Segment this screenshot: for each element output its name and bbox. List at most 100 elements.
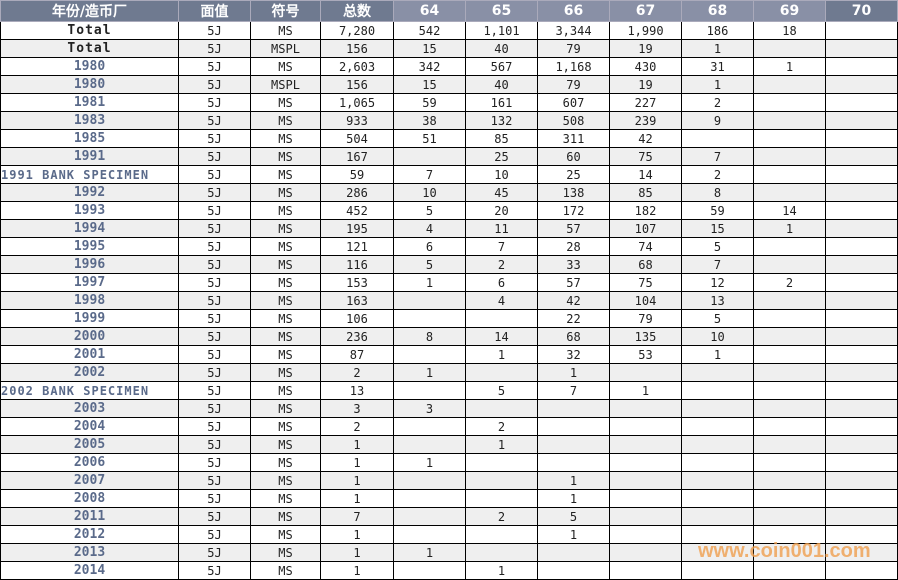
table-cell (393, 291, 466, 310)
table-cell: 3,344 (537, 21, 610, 40)
table-cell (393, 435, 466, 454)
table-cell: MS (250, 417, 321, 436)
table-row: 1997 5J MS 153 1 6 57 75 12 2 (0, 273, 898, 292)
table-cell: 2 (681, 93, 754, 112)
year-cell: 1997 (0, 273, 179, 292)
table-cell: 25 (537, 165, 610, 184)
table-cell: 87 (320, 345, 394, 364)
column-header: 64 (393, 0, 466, 22)
table-cell: 59 (681, 201, 754, 220)
table-cell (753, 147, 826, 166)
table-cell: 7 (537, 381, 610, 400)
table-cell (825, 381, 898, 400)
table-cell (537, 435, 610, 454)
table-cell (825, 147, 898, 166)
table-cell: 85 (465, 129, 538, 148)
table-cell: MS (250, 489, 321, 508)
table-cell: 5J (178, 435, 251, 454)
table-row: 2003 5J MS 3 3 (0, 399, 898, 418)
table-row: 2011 5J MS 7 2 5 (0, 507, 898, 526)
table-cell (393, 417, 466, 436)
table-cell: MS (250, 309, 321, 328)
year-cell: 1981 (0, 93, 179, 112)
table-cell (825, 39, 898, 58)
table-cell (825, 399, 898, 418)
year-cell: 2001 (0, 345, 179, 364)
table-row: 2008 5J MS 1 1 (0, 489, 898, 508)
table-cell (393, 561, 466, 580)
table-cell (393, 525, 466, 544)
table-cell (753, 561, 826, 580)
table-cell: 18 (753, 21, 826, 40)
table-cell: 186 (681, 21, 754, 40)
table-cell: 4 (393, 219, 466, 238)
table-cell (681, 489, 754, 508)
table-row: 2002 BANK SPECIMEN 5J MS 13 5 7 1 (0, 381, 898, 400)
table-cell: MS (250, 381, 321, 400)
table-cell: 15 (393, 39, 466, 58)
table-cell: 1 (320, 471, 394, 490)
table-cell (825, 57, 898, 76)
table-cell: 156 (320, 39, 394, 58)
table-cell: 161 (465, 93, 538, 112)
table-cell: 1 (465, 345, 538, 364)
table-cell (825, 219, 898, 238)
table-cell: 1 (681, 345, 754, 364)
table-cell: 2 (320, 417, 394, 436)
table-cell: MS (250, 327, 321, 346)
table-cell: 5J (178, 291, 251, 310)
table-row: 1999 5J MS 106 22 79 5 (0, 309, 898, 328)
table-cell: 1 (753, 57, 826, 76)
table-cell: 1 (537, 489, 610, 508)
table-cell: 68 (609, 255, 682, 274)
table-cell (825, 435, 898, 454)
table-cell: 286 (320, 183, 394, 202)
table-cell: 5J (178, 525, 251, 544)
table-cell (609, 435, 682, 454)
year-cell: 1985 (0, 129, 179, 148)
table-cell (465, 399, 538, 418)
table-cell: 85 (609, 183, 682, 202)
year-cell: 2008 (0, 489, 179, 508)
table-cell (753, 399, 826, 418)
table-cell: 7 (465, 237, 538, 256)
year-cell: 1992 (0, 183, 179, 202)
table-cell: 75 (609, 273, 682, 292)
column-header: 年份/造币厂 (0, 0, 179, 22)
table-row: Total 5J MS 7,280 542 1,101 3,344 1,990 186 18 (0, 21, 898, 40)
table-cell: 5J (178, 39, 251, 58)
table-row: 1995 5J MS 121 6 7 28 74 5 (0, 237, 898, 256)
header-row: 年份/造币厂 面值 符号 总数 64 65 66 67 68 69 70 (0, 0, 898, 22)
table-cell (825, 273, 898, 292)
table-cell: 104 (609, 291, 682, 310)
table-cell: 40 (465, 75, 538, 94)
table-cell: 567 (465, 57, 538, 76)
table-cell: 59 (320, 165, 394, 184)
table-cell (465, 363, 538, 382)
table-cell: 1 (393, 453, 466, 472)
table-cell (681, 129, 754, 148)
table-cell: 135 (609, 327, 682, 346)
table-cell: 79 (609, 309, 682, 328)
table-cell (753, 309, 826, 328)
table-cell: 1 (681, 75, 754, 94)
table-cell: 1 (753, 219, 826, 238)
table-cell: MS (250, 201, 321, 220)
table-cell: 11 (465, 219, 538, 238)
table-cell: 1 (681, 39, 754, 58)
year-cell: 2013 (0, 543, 179, 562)
table-cell (825, 363, 898, 382)
table-cell: 107 (609, 219, 682, 238)
table-cell: 5J (178, 165, 251, 184)
table-cell: 33 (537, 255, 610, 274)
table-cell: 2 (320, 363, 394, 382)
table-cell: 3 (393, 399, 466, 418)
table-cell (393, 381, 466, 400)
year-cell: 2014 (0, 561, 179, 580)
year-cell: 1980 (0, 75, 179, 94)
table-cell (681, 561, 754, 580)
table-cell (393, 345, 466, 364)
table-cell (681, 399, 754, 418)
table-cell: 12 (681, 273, 754, 292)
table-cell (609, 363, 682, 382)
